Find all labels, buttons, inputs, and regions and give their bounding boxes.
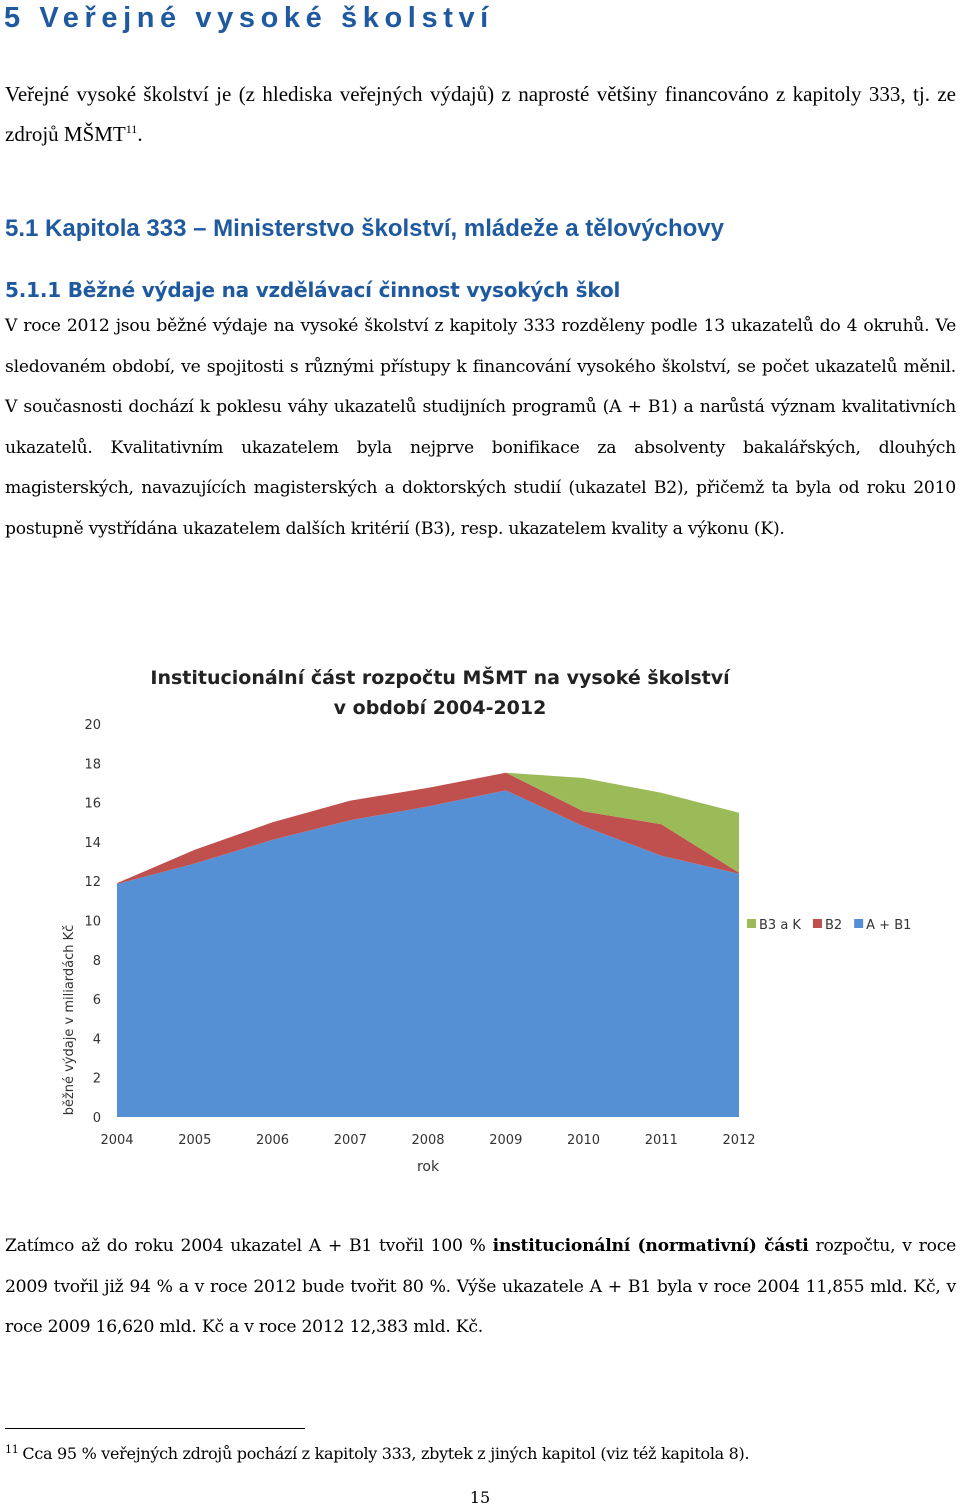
x-tick-label: 2008: [411, 1133, 444, 1148]
y-axis-label: běžné výdaje v miliardách Kč: [62, 925, 77, 1116]
y-tick-label: 10: [84, 915, 101, 930]
y-tick-label: 20: [84, 718, 101, 733]
paragraph2-part2: rozpočtu, v roce 2009 tvořil již 94 % a …: [5, 1236, 956, 1337]
x-tick-label: 2010: [567, 1133, 600, 1148]
footnote: 11 Cca 95 % veřejných zdrojů pochází z ka…: [5, 1440, 750, 1468]
section-heading: 5.1 Kapitola 333 – Ministerstvo školství…: [5, 215, 724, 242]
x-axis-label: rok: [417, 1159, 440, 1175]
x-tick-label: 2006: [256, 1133, 289, 1148]
legend-label: A + B1: [866, 918, 911, 933]
y-tick-label: 16: [84, 797, 101, 812]
chart-title-line-1: Institucionální část rozpočtu MŠMT na vy…: [150, 665, 731, 689]
intro-paragraph: Veřejné vysoké školství je (z hlediska v…: [5, 74, 956, 154]
subsection-heading: 5.1.1 Běžné výdaje na vzdělávací činnost…: [5, 278, 621, 302]
y-tick-label: 2: [93, 1072, 101, 1087]
paragraph2-part1: Zatímco až do roku 2004 ukazatel A + B1 …: [5, 1236, 493, 1256]
chapter-heading: 5 Veřejné vysoké školství: [4, 2, 494, 34]
y-tick-label: 14: [84, 836, 101, 851]
x-tick-label: 2005: [178, 1133, 211, 1148]
legend-swatch: [854, 919, 864, 928]
x-axis-ticks: 2004 2005 2006 2007 2008 2009 2010 2011 2012: [100, 1133, 755, 1148]
y-tick-label: 0: [93, 1111, 101, 1126]
legend-swatch: [812, 919, 822, 928]
legend-label: B3 a K: [759, 918, 801, 933]
intro-end: .: [137, 122, 143, 146]
footnote-reference[interactable]: 11: [125, 122, 138, 136]
footnote-number: 11: [5, 1442, 19, 1456]
area-series-b2: [117, 772, 739, 884]
footnote-text: Cca 95 % veřejných zdrojů pochází z kapi…: [22, 1444, 750, 1463]
y-tick-label: 12: [84, 875, 101, 890]
footnote-separator: [5, 1428, 305, 1429]
page-number: 15: [469, 1488, 491, 1507]
area-series-a-b1: [117, 790, 739, 1117]
paragraph2-bold: institucionální (normativní) části: [492, 1236, 809, 1256]
y-tick-label: 8: [93, 954, 101, 969]
y-tick-label: 4: [93, 1032, 101, 1047]
chart-plot-area: [117, 772, 739, 1117]
chart-legend: B3 a K B2 A + B1: [747, 918, 911, 933]
x-tick-label: 2011: [645, 1133, 678, 1148]
x-tick-label: 2009: [489, 1133, 522, 1148]
y-tick-label: 18: [84, 757, 101, 772]
x-tick-label: 2004: [100, 1133, 133, 1148]
y-tick-label: 6: [93, 993, 101, 1008]
body-paragraph-2: Zatímco až do roku 2004 ukazatel A + B1 …: [5, 1226, 956, 1348]
legend-label: B2: [825, 918, 842, 933]
y-axis-ticks: 0 2 4 6 8 10 12 14 16 18 20: [84, 718, 101, 1126]
intro-text: Veřejné vysoké školství je (z hlediska v…: [5, 82, 956, 146]
legend-swatch: [747, 919, 756, 928]
x-tick-label: 2007: [334, 1133, 367, 1148]
x-tick-label: 2012: [722, 1133, 755, 1148]
chart-title-line-2: v období 2004-2012: [334, 697, 547, 719]
body-paragraph-1: V roce 2012 jsou běžné výdaje na vysoké …: [5, 316, 956, 539]
area-series-b3-a-k: [117, 772, 739, 884]
